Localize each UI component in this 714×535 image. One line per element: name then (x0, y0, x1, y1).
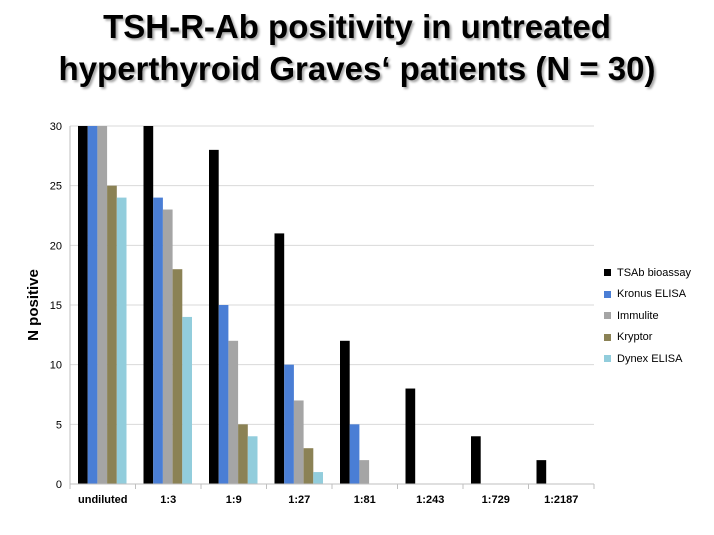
x-tick-label: 1:3 (160, 494, 176, 506)
legend-swatch (604, 333, 611, 341)
legend-label: TSAb bioassay (617, 266, 691, 279)
legend-swatch (604, 269, 611, 277)
axes (69, 126, 595, 489)
chart-legend: TSAb bioassay Kronus ELISA Immulite Kryptor… (604, 262, 691, 370)
bar-kryptor-1 (172, 269, 183, 484)
bar-immulite-3 (293, 400, 304, 484)
y-tick-label: 0 (56, 479, 62, 491)
bar-kryptor-3 (303, 448, 314, 484)
bar-tsab-bioassay-7 (536, 460, 547, 484)
legend-label: Kronus ELISA (617, 288, 687, 301)
y-tick-label: 5 (56, 419, 62, 431)
x-tick-label: 1:729 (482, 494, 510, 506)
legend-label: Dynex ELISA (617, 352, 683, 365)
bar-immulite-4 (359, 460, 370, 484)
bar-kronus-elisa-4 (349, 424, 360, 484)
legend-item: Kronus ELISA (604, 284, 691, 306)
legend-swatch (604, 355, 611, 363)
bar-tsab-bioassay-3 (274, 233, 285, 484)
bar-kronus-elisa-1 (153, 197, 163, 484)
legend-item: Dynex ELISA (604, 348, 691, 370)
y-tick-label: 30 (50, 121, 62, 133)
x-tick-label: 1:27 (288, 494, 310, 506)
bars (78, 126, 547, 485)
y-tick-label: 25 (50, 181, 62, 193)
legend-item: Immulite (604, 305, 691, 327)
bar-kryptor-2 (238, 424, 248, 484)
bar-immulite-0 (97, 126, 108, 484)
bar-tsab-bioassay-0 (78, 126, 88, 484)
y-axis-label: N positive (25, 269, 42, 341)
bar-kryptor-0 (107, 185, 117, 484)
bar-kronus-elisa-0 (87, 126, 98, 484)
title-line-2: hyperthyroid Graves‘ patients (N = 30) (58, 50, 656, 87)
bar-tsab-bioassay-5 (405, 388, 416, 484)
y-tick-label: 15 (50, 300, 62, 312)
title-line-1: TSH-R-Ab positivity in untreated (103, 8, 611, 45)
y-tick-label: 20 (50, 240, 62, 252)
bar-dynex-elisa-0 (116, 197, 127, 484)
bar-dynex-elisa-2 (247, 436, 258, 484)
bar-tsab-bioassay-2 (209, 149, 219, 484)
bar-kronus-elisa-3 (284, 364, 294, 484)
bar-tsab-bioassay-1 (143, 126, 154, 484)
legend-item: TSAb bioassay (604, 262, 691, 284)
bar-kronus-elisa-2 (218, 305, 229, 484)
y-tick-labels: 0 5 10 15 20 25 30 (50, 121, 62, 491)
bar-tsab-bioassay-6 (471, 436, 481, 484)
bar-immulite-1 (162, 209, 173, 485)
bar-dynex-elisa-3 (313, 472, 323, 484)
y-tick-label: 10 (50, 360, 62, 372)
bar-tsab-bioassay-4 (340, 340, 350, 484)
legend-label: Immulite (617, 309, 659, 322)
legend-swatch (604, 290, 611, 298)
legend-item: Kryptor (604, 327, 691, 349)
x-tick-label: 1:243 (416, 494, 444, 506)
x-tick-labels: undiluted 1:3 1:9 1:27 1:81 1:243 1:729 1:2187 (78, 494, 578, 506)
x-tick-label: 1:2187 (544, 494, 578, 506)
x-tick-label: undiluted (78, 494, 128, 506)
bar-dynex-elisa-1 (182, 316, 192, 484)
page-title: TSH-R-Ab positivity in untreated hyperth… (0, 6, 714, 90)
legend-label: Kryptor (617, 331, 653, 344)
legend-swatch (604, 312, 611, 320)
bar-immulite-2 (228, 340, 239, 484)
x-tick-label: 1:9 (226, 494, 242, 506)
x-tick-label: 1:81 (354, 494, 376, 506)
